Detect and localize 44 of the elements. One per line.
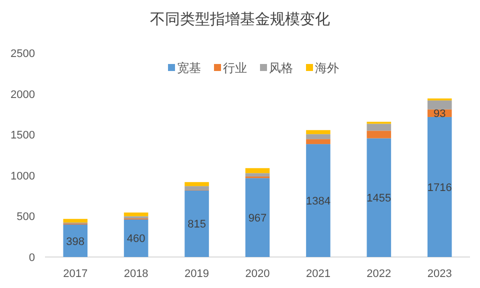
- bar: [245, 168, 270, 174]
- bar: [124, 219, 148, 257]
- bar: [306, 134, 330, 140]
- legend-label: 风格: [269, 61, 293, 75]
- bar: [366, 130, 392, 138]
- x-tick-label: 2020: [245, 268, 270, 280]
- bar: [245, 173, 270, 176]
- x-tick-label: 2021: [306, 268, 330, 280]
- chart-title: 不同类型指增基金规模变化: [150, 11, 330, 28]
- y-tick-label: 0: [28, 252, 35, 264]
- data-label: 1384: [306, 196, 330, 208]
- data-label: 815: [188, 218, 206, 231]
- data-label: 967: [248, 212, 267, 225]
- y-tick-label: 2000: [10, 88, 35, 101]
- bar: [63, 224, 88, 257]
- x-tick-label: 2018: [124, 268, 148, 280]
- y-tick-label: 1000: [10, 170, 35, 182]
- data-label: 398: [66, 236, 85, 248]
- x-tick-label: 2017: [63, 268, 88, 280]
- x-tick-label: 2019: [184, 268, 210, 280]
- bar: [306, 130, 330, 134]
- bar: [184, 182, 209, 186]
- bar: [428, 100, 452, 110]
- bar: [306, 139, 330, 144]
- bar: [124, 212, 148, 216]
- bar: [428, 116, 452, 257]
- legend-label: 海外: [315, 61, 339, 75]
- data-label: 460: [126, 233, 146, 246]
- x-tick-label: 2022: [366, 268, 392, 280]
- bar: [366, 138, 392, 257]
- y-tick-label: 1500: [10, 130, 35, 142]
- bar: [63, 218, 88, 223]
- bar: [184, 186, 209, 190]
- legend-label: 宽基: [177, 61, 201, 75]
- x-tick-label: 2023: [427, 268, 452, 280]
- bar: [306, 144, 330, 257]
- legend-label: 行业: [223, 61, 247, 75]
- bar: [366, 124, 392, 131]
- data-label: 1455: [366, 192, 392, 205]
- data-label: 1716: [427, 182, 452, 194]
- bar: [245, 178, 270, 257]
- y-tick-label: 500: [16, 211, 35, 224]
- y-tick-label: 2500: [10, 48, 35, 60]
- bar: [184, 190, 209, 257]
